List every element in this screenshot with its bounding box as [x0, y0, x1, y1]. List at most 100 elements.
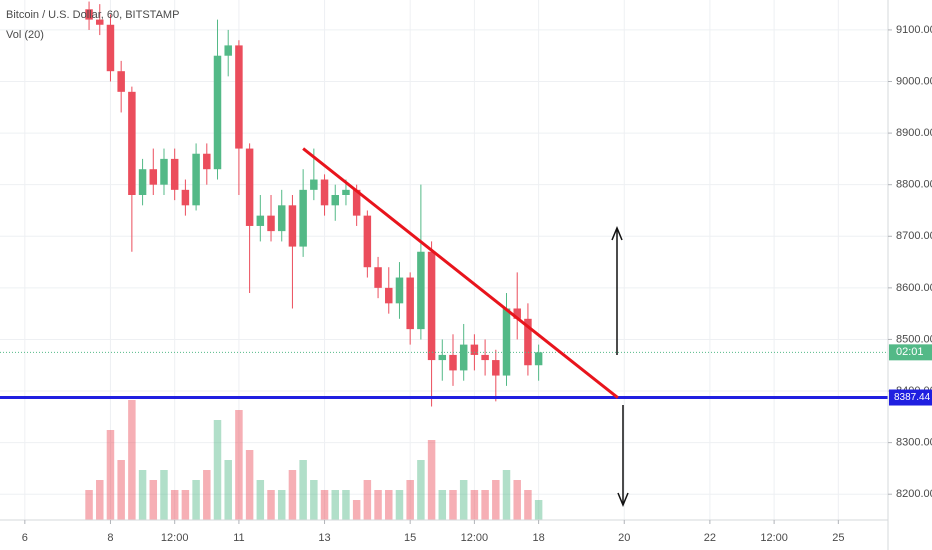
volume-bar [534, 500, 543, 520]
candle-body [170, 158, 179, 190]
x-tick-label: 15 [404, 532, 416, 544]
candle-body [438, 354, 447, 361]
candle-body [277, 205, 286, 232]
candle-body [449, 354, 457, 371]
volume-bar [138, 470, 147, 520]
volume-bar [470, 490, 479, 520]
volume-bar [395, 490, 404, 520]
volume-bar [149, 480, 158, 520]
countdown-label: 02:01 [896, 346, 924, 358]
y-tick-label: 8900.00 [896, 127, 932, 139]
volume-bar [310, 480, 318, 520]
support-label: 8387.44 [894, 392, 931, 403]
candle-body [213, 55, 222, 170]
volume-bar [235, 410, 243, 520]
volume-bar [502, 470, 511, 520]
candle-body [138, 169, 147, 195]
candle-body [106, 24, 115, 72]
candle-body [492, 360, 500, 376]
volume-bar [256, 480, 265, 520]
candle-body [417, 251, 425, 330]
y-tick-label: 8600.00 [896, 282, 932, 294]
volume-bar [352, 500, 361, 520]
trendline [302, 147, 619, 399]
x-tick-label: 11 [233, 532, 244, 544]
volume-bar [363, 480, 372, 520]
x-tick-label: 12:00 [760, 532, 788, 544]
volume-bar [106, 430, 115, 520]
y-tick-label: 8200.00 [896, 488, 932, 500]
candle-body [395, 277, 404, 304]
candle-body [85, 9, 93, 20]
candle-body [524, 318, 532, 366]
volume-bar [277, 490, 286, 520]
volume-bar [224, 460, 232, 520]
last-price-box [889, 344, 932, 361]
candle-body [459, 344, 468, 371]
volume-indicator-label: Vol (20) [6, 29, 44, 41]
volume-bar [331, 490, 339, 520]
volume-bar [203, 470, 211, 520]
volume-bar [128, 400, 136, 520]
candle-body [128, 91, 136, 195]
volume-bar [85, 490, 93, 520]
candle-body [224, 45, 232, 56]
candle-body [342, 189, 350, 195]
candle-body [299, 189, 307, 247]
candle-body [288, 205, 297, 247]
volume-bar [492, 480, 500, 520]
candle-body [331, 195, 339, 206]
chart-title: Bitcoin / U.S. Dollar, 60, BITSTAMP [6, 9, 179, 21]
volume-bar [417, 460, 425, 520]
arrow-up [611, 226, 623, 355]
volume-bar [342, 490, 350, 520]
x-tick-label: 13 [318, 532, 330, 544]
volume-bar [438, 490, 447, 520]
candle-body [352, 189, 361, 216]
candle-body [267, 215, 275, 232]
volume-bar [181, 490, 190, 520]
volume-bar [117, 460, 125, 520]
x-tick-label: 22 [704, 532, 716, 544]
volume-bar [320, 490, 329, 520]
volume-bar [524, 490, 532, 520]
volume-bar [406, 480, 414, 520]
x-tick-label: 25 [832, 532, 844, 544]
y-tick-label: 8800.00 [896, 179, 932, 191]
volume-bar [213, 420, 222, 520]
candle-body [534, 352, 543, 366]
candle-body [117, 71, 125, 92]
candle-body [363, 215, 372, 268]
support-box [889, 389, 932, 406]
candle-body [481, 354, 489, 361]
candle-body [513, 308, 521, 319]
volume-bar [385, 490, 393, 520]
candle-body [374, 267, 382, 288]
x-tick-label: 12:00 [461, 532, 489, 544]
candle-body [427, 251, 436, 361]
x-tick-label: 20 [618, 532, 630, 544]
y-tick-label: 9100.00 [896, 24, 932, 36]
y-tick-label: 8500.00 [896, 333, 932, 345]
y-tick-label: 9000.00 [896, 75, 932, 87]
volume-bar [96, 480, 104, 520]
axes: 8200.008300.008400.008500.008600.008700.… [22, 24, 932, 544]
volume-bar [513, 480, 521, 520]
x-tick-label: 8 [107, 532, 113, 544]
arrow-down [617, 405, 629, 507]
candle-body [406, 277, 414, 330]
candle-body [256, 215, 265, 226]
volume-bar [374, 490, 382, 520]
volume-bar [288, 470, 297, 520]
candle-body [181, 189, 190, 206]
candle-body [385, 287, 393, 304]
volume-bar [267, 490, 275, 520]
volume-bar [170, 490, 179, 520]
candle-body [320, 179, 329, 206]
x-tick-label: 6 [22, 532, 28, 544]
x-tick-label: 18 [532, 532, 544, 544]
grid [0, 0, 888, 520]
plot-area [0, 1, 888, 520]
